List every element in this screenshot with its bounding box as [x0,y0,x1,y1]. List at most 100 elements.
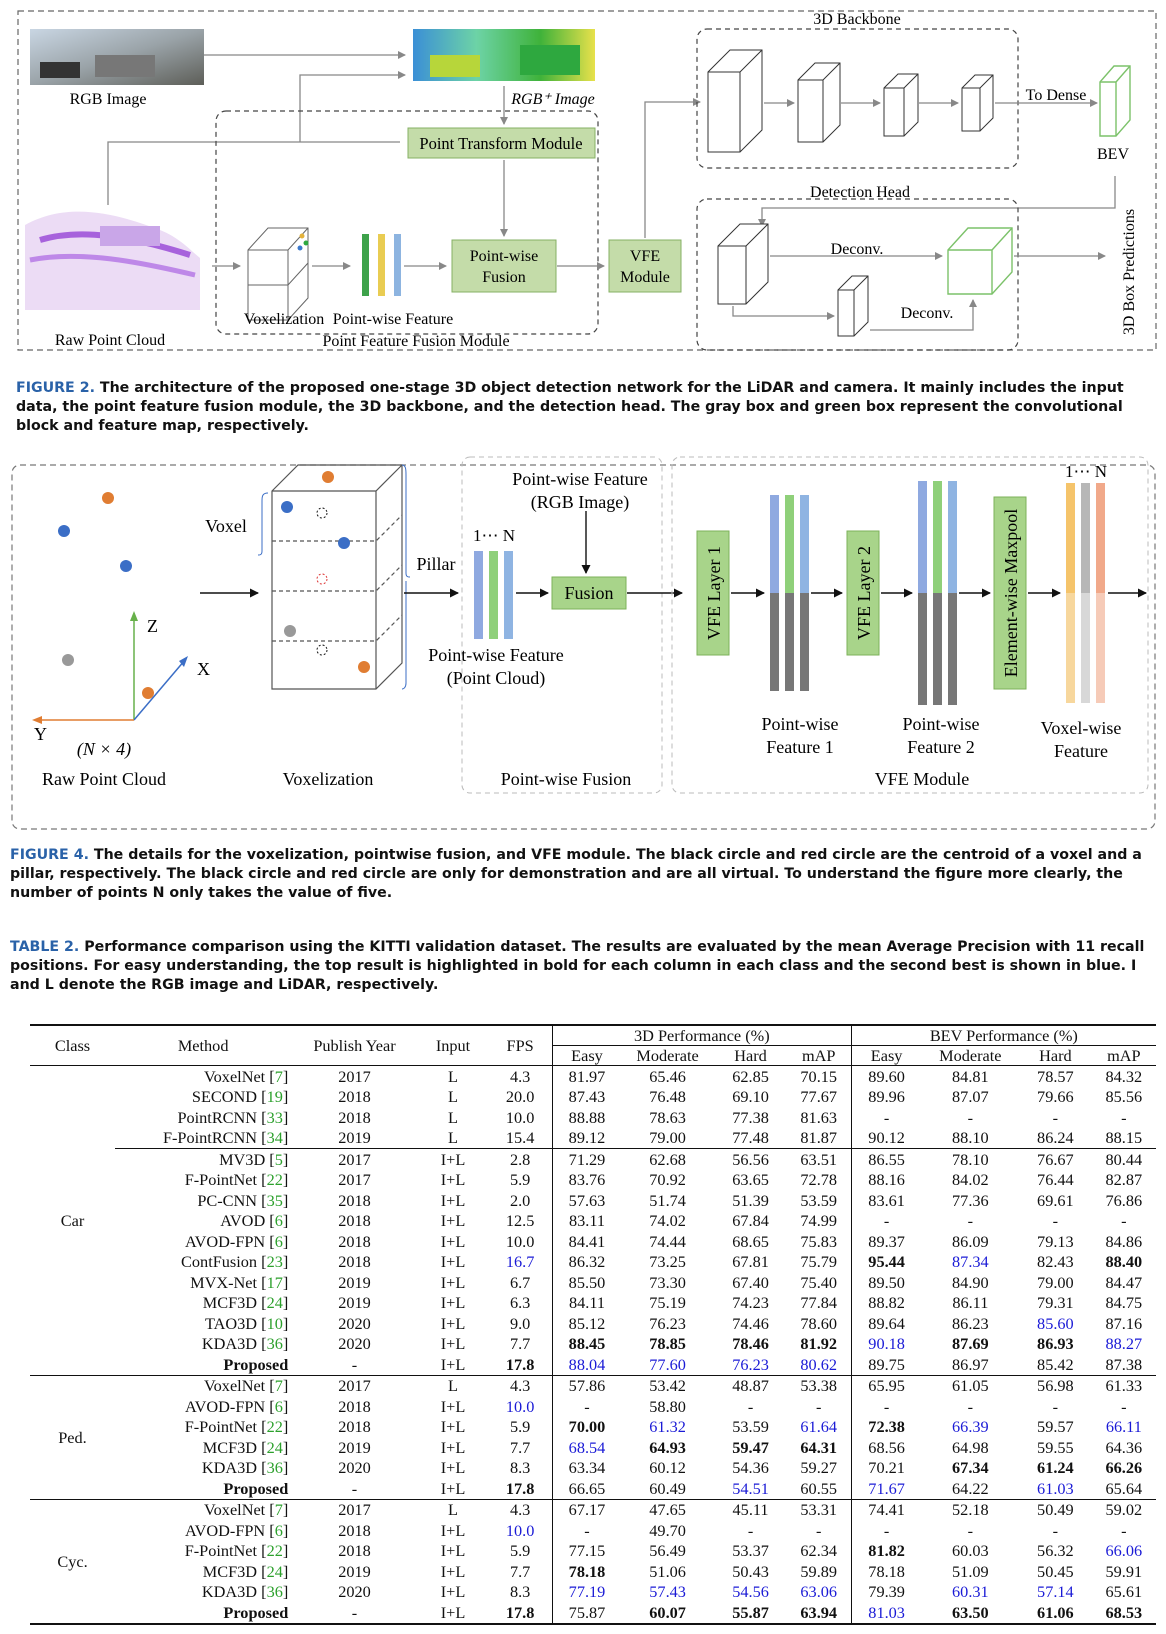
input-cell: I+L [440,1396,466,1416]
citation-link[interactable]: 34 [266,1128,283,1148]
method-name: VoxelNet [204,1066,266,1086]
axis-z-label: Z [147,616,158,636]
year-cell: 2020 [338,1582,371,1602]
citation-link[interactable]: 35 [266,1190,283,1210]
fps-cell: 7.7 [509,1437,531,1457]
citation-link[interactable]: 24 [266,1437,283,1457]
3d-moderate-cell: 61.32 [649,1417,686,1437]
bev-map-cell: 88.15 [1105,1128,1143,1148]
bev-map-cell: 87.38 [1105,1354,1143,1374]
bev-map-cell: - [1121,1520,1127,1540]
input-cell: I+L [440,1354,466,1374]
bev-easy-cell: 89.75 [850,1354,922,1375]
fps-cell: 17.8 [505,1602,535,1622]
method-name: AVOD-FPN [184,1520,266,1540]
citation-link[interactable]: 19 [266,1087,283,1107]
citation-link[interactable]: 22 [266,1541,283,1561]
3d-easy-cell: 88.88 [552,1107,621,1128]
fps-cell: 5.9 [509,1170,531,1190]
citation-link[interactable]: 6 [274,1520,283,1540]
bev-hard-cell: 61.06 [1037,1602,1074,1622]
input-cell: I+L [440,1582,466,1602]
citation-link[interactable]: 33 [266,1107,283,1127]
bev-hard-cell: 79.13 [1037,1231,1074,1251]
citation-link[interactable]: 36 [266,1334,283,1354]
table-2: Class Method Publish Year Input FPS 3D P… [30,1024,1156,1625]
3d-map-cell: 53.31 [800,1500,838,1520]
3d-map-cell: 63.06 [800,1582,838,1602]
3d-hard-cell: 45.11 [732,1500,769,1520]
3d-hard-cell: 67.40 [732,1272,769,1292]
method-cell: MVX-Net [17] [190,1272,289,1292]
method-cell: PC-CNN [35] [197,1190,289,1210]
bev-moderate-cell: 86.11 [952,1293,989,1313]
citation-link[interactable]: 24 [266,1293,283,1313]
citation-link[interactable]: 24 [266,1561,283,1581]
input-cell: I+L [440,1334,466,1354]
citation-link[interactable]: 6 [274,1396,283,1416]
table-row: ContFusion [23] 2018 I+L 16.7 86.32 73.25 67.8… [30,1251,1156,1272]
3d-map-cell: 81.63 [800,1107,838,1127]
3d-moderate-cell: 64.93 [649,1437,686,1457]
fps-cell: 5.9 [509,1417,531,1437]
bev-moderate-cell: - [967,1396,974,1416]
citation-link[interactable]: 6 [274,1211,283,1231]
bev-hard-cell: 85.42 [1037,1354,1074,1374]
3d-easy-cell: 70.00 [552,1416,621,1437]
header-method: Method [177,1036,229,1055]
citation-link[interactable]: 7 [274,1376,283,1396]
citation-link[interactable]: 17 [266,1272,283,1292]
fps-cell: 4.3 [509,1066,531,1086]
bev-easy-cell: 90.12 [850,1127,922,1149]
pw-feat-pc-label-1: Point-wise Feature [428,645,563,665]
bev-hard-cell: 78.57 [1037,1066,1074,1086]
citation-link[interactable]: 36 [266,1458,283,1478]
year-cell: 2019 [338,1561,371,1581]
figure-2-diagram: RGB Image RGB⁺ Image Raw Point Cloud Poi… [17,10,1157,351]
3d-moderate-cell: 78.85 [649,1334,686,1354]
3d-easy-cell: 84.41 [552,1231,621,1252]
raw-point-cloud-points [58,492,154,699]
citation-link[interactable]: 7 [274,1066,283,1086]
bev-moderate-cell: 86.09 [952,1231,989,1251]
table-row: F-PointNet [22] 2018 I+L 5.9 70.00 61.32 53.59… [30,1416,1156,1437]
citation-link[interactable]: 10 [266,1313,283,1333]
bev-hard-cell: 56.98 [1037,1376,1074,1396]
method-cell: KDA3D [36] [201,1334,289,1354]
table-row: AVOD-FPN [6] 2018 I+L 10.0-58.80- - - - - - [30,1396,1156,1417]
year-cell: 2018 [338,1541,371,1561]
3d-map-cell: 53.38 [800,1376,838,1396]
input-cell: L [448,1376,458,1396]
bev-moderate-cell: 88.10 [952,1128,989,1148]
method-name: PC-CNN [197,1190,258,1210]
header-3d-hard: Hard [734,1046,767,1065]
3d-hard-cell: 77.48 [732,1128,769,1148]
method-name: ContFusion [181,1252,258,1272]
header-bev-moderate: Moderate [939,1046,1002,1065]
citation-link[interactable]: 6 [274,1231,283,1251]
figure-4-caption-label: FIGURE 4. [10,847,89,863]
deconv-label-1: Deconv. [831,241,884,258]
citation-link[interactable]: 36 [266,1582,283,1602]
citation-link[interactable]: 22 [266,1417,283,1437]
table-row: F-PointRCNN [34] 2019 L 15.4 89.12 79.00 77.48… [30,1127,1156,1149]
citation-link[interactable]: 5 [274,1149,283,1169]
year-cell: - [351,1354,358,1374]
point-transform-module-box [407,127,596,159]
table-row: MVX-Net [17] 2019 I+L 6.7 85.50 73.30 67.40 75.… [30,1272,1156,1293]
voxel-feature-label-1: Voxel-wise [1041,718,1122,738]
citation-link[interactable]: 23 [266,1252,283,1272]
3d-easy-cell: 71.29 [552,1148,621,1170]
3d-hard-cell: 74.46 [732,1313,769,1333]
maxpool-box [993,496,1027,690]
pointwise-feature-bar-blue [394,234,401,296]
input-cell: L [448,1107,458,1127]
citation-link[interactable]: 7 [274,1500,283,1520]
bev-easy-cell: 74.41 [850,1499,922,1520]
bev-moderate-cell: 87.69 [952,1334,989,1354]
citation-link[interactable]: 22 [266,1170,283,1190]
fps-cell: 6.7 [509,1272,531,1292]
year-cell: 2018 [338,1520,371,1540]
3d-moderate-cell: 58.80 [649,1396,686,1416]
voxel-wise-feature-bars [1066,483,1105,703]
